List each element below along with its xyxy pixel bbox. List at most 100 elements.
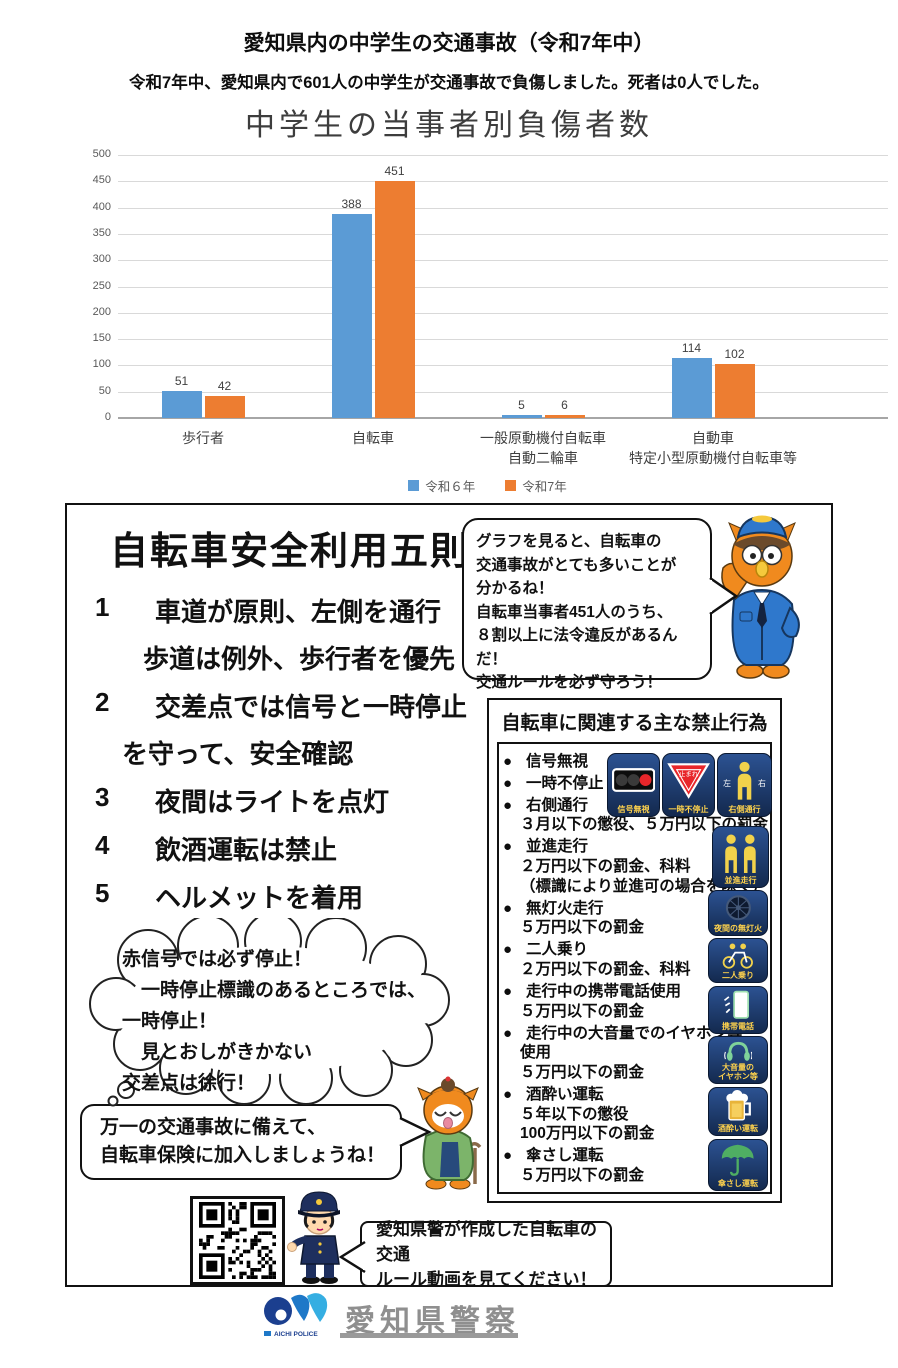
prohibited-line: 使用 bbox=[520, 1044, 552, 1062]
rule-number: 4 bbox=[95, 830, 110, 860]
rule-number: 1 bbox=[95, 592, 110, 622]
prohibited-acts-inner-box bbox=[497, 742, 772, 1194]
rule-text: 飲酒運転は禁止 bbox=[155, 835, 338, 865]
icon-tile-parallel: 並進走行 bbox=[712, 826, 769, 888]
speech-bubble-tail bbox=[396, 1116, 432, 1148]
two-riders-icon bbox=[709, 939, 767, 972]
bullet-dot: ● bbox=[503, 774, 513, 792]
y-axis-tick-label: 350 bbox=[92, 226, 111, 239]
bar-value-label: 51 bbox=[174, 374, 189, 389]
stop-triangle-icon: 止まれ bbox=[663, 754, 714, 806]
right-side-icon: 左右 bbox=[718, 754, 771, 806]
prohibited-line: ２万円以下の罰金、科料 bbox=[520, 960, 691, 978]
icon-tile-stop-triangle: 止まれ 一時不停止 bbox=[662, 753, 715, 817]
icon-tile-label: 二人乗り bbox=[722, 970, 754, 980]
legend-label: 令和６年 bbox=[425, 480, 476, 494]
prohibited-text: 一時不停止 bbox=[526, 774, 604, 792]
bullet-dot: ● bbox=[503, 1147, 513, 1165]
prohibited-line: ● 並進走行 bbox=[503, 837, 769, 857]
bullet-dot: ● bbox=[503, 983, 513, 1001]
bar-group: 51 42 bbox=[118, 155, 288, 418]
icon-tile-right-side: 左右右側通行 bbox=[717, 753, 772, 817]
bar-series2: 102 bbox=[714, 347, 755, 418]
qr-code bbox=[199, 1202, 276, 1279]
icon-tile-label: 夜間の無灯火 bbox=[714, 923, 762, 933]
bullet-dot: ● bbox=[503, 899, 513, 917]
legend-swatch bbox=[505, 480, 517, 491]
y-axis-tick-label: 100 bbox=[92, 358, 111, 371]
page-title: 愛知県内の中学生の交通事故（令和7年中） bbox=[243, 32, 655, 55]
category-label: 自転車 bbox=[352, 430, 394, 446]
umbrella-icon bbox=[709, 1140, 767, 1180]
bar-series1: 114 bbox=[671, 341, 712, 418]
legend-item: 令和６年 bbox=[408, 476, 475, 495]
bar-value-label: 114 bbox=[681, 341, 702, 356]
prohibited-text: 右側通行 bbox=[526, 796, 589, 814]
parallel-icon bbox=[713, 827, 768, 877]
rule-text: 夜間はライトを点灯 bbox=[155, 787, 390, 817]
svg-text:左: 左 bbox=[723, 779, 731, 789]
rule-text-cont: を守って、安全確認 bbox=[122, 739, 354, 769]
bar-value-label: 42 bbox=[217, 378, 232, 393]
bar-series1: 5 bbox=[501, 398, 542, 418]
icon-tile-label: 傘さし運転 bbox=[718, 1178, 758, 1188]
icon-tile-traffic-light: 信号無視 bbox=[607, 753, 660, 817]
rule-text: 車道が原則、左側を通行 bbox=[155, 597, 442, 627]
owl-speech-bubble: グラフを見ると、自転車の 交通事故がとても多いことが 分かるね！ 自転車当事者4… bbox=[462, 518, 712, 691]
traffic-light-icon bbox=[608, 754, 659, 806]
bar-value-label: 451 bbox=[384, 163, 405, 178]
chart-gridline bbox=[118, 417, 888, 419]
speech-bubble-tail bbox=[338, 1240, 367, 1274]
prohibited-line: ● 二人乗り bbox=[503, 940, 769, 960]
earphones-icon bbox=[709, 1037, 767, 1064]
icon-tile-label: 大音量の イヤホン等 bbox=[718, 1063, 758, 1081]
prohibited-line: ２万円以下の罰金、科料 bbox=[520, 857, 691, 875]
icon-tile-earphones: 大音量の イヤホン等 bbox=[708, 1036, 768, 1084]
icon-tile-label: 右側通行 bbox=[728, 804, 761, 814]
footer-brand-underline bbox=[340, 1333, 518, 1338]
prohibited-text: 並進走行 bbox=[526, 838, 589, 856]
chart-gridline bbox=[118, 207, 888, 209]
prohibited-line: ５万円以下の罰金 bbox=[520, 1063, 645, 1081]
rule-number: 2 bbox=[95, 687, 110, 717]
injury-bar-chart: 0 50 100 150 200 250 300 350 400 450 500 51 42 388 451… bbox=[85, 148, 890, 500]
prohibited-text: 無灯火走行 bbox=[526, 899, 604, 917]
y-axis-tick-label: 400 bbox=[92, 200, 111, 213]
prohibited-line: ● 一時不停止 bbox=[503, 774, 769, 794]
prohibited-line: ● 右側通行 bbox=[503, 796, 769, 816]
qr-code-box bbox=[190, 1196, 285, 1285]
chart-title: 中学生の当事者別負傷者数 bbox=[245, 109, 653, 142]
prohibited-line: ５万円以下の罰金 bbox=[520, 1166, 645, 1184]
phone-icon bbox=[709, 987, 767, 1023]
legend-label: 令和7年 bbox=[522, 480, 567, 494]
prohibited-line: ５年以下の懲役 bbox=[520, 1105, 629, 1123]
icon-tile-umbrella: 傘さし運転 bbox=[708, 1139, 768, 1191]
icon-tile-label: 一時不停止 bbox=[668, 804, 709, 814]
prohibited-line: ● 走行中の携帯電話使用 bbox=[503, 982, 769, 1002]
category-label: 歩行者 bbox=[182, 430, 224, 446]
icon-tile-label: 並進走行 bbox=[724, 875, 757, 885]
bullet-dot: ● bbox=[503, 838, 513, 856]
bullet-dot: ● bbox=[503, 1024, 513, 1042]
five-rules-heading: 自転車安全利用五則 bbox=[110, 531, 471, 573]
category-labels: 歩行者 自転車 一般原動機付自転車 自動二輪車 自動車 特定小型原動機付自転車等 bbox=[118, 428, 798, 468]
bar-groups: 51 42 388 451 5 6 114 102 bbox=[118, 155, 798, 418]
chart-gridline bbox=[118, 181, 888, 183]
rule-text: ヘルメットを着用 bbox=[155, 883, 364, 913]
chart-gridline bbox=[118, 339, 888, 341]
prohibited-text: 二人乗り bbox=[526, 941, 589, 959]
bar-value-label: 102 bbox=[724, 347, 745, 362]
y-axis-tick-label: 0 bbox=[104, 411, 111, 423]
rule-number: 5 bbox=[95, 878, 110, 908]
legend-item: 令和7年 bbox=[505, 476, 567, 495]
prohibited-text: 走行中の大音量でのイヤホン等 bbox=[526, 1024, 743, 1042]
prohibited-line: ３月以下の懲役、５万円以下の罰金 bbox=[520, 816, 769, 834]
y-axis-tick-label: 450 bbox=[92, 174, 111, 187]
y-axis-tick-label: 300 bbox=[92, 253, 111, 266]
icon-tile-label: 酒酔い運転 bbox=[718, 1123, 758, 1133]
prohibited-line: ● 信号無視 bbox=[503, 752, 769, 772]
category-label: 自動車 特定小型原動機付自転車等 bbox=[629, 430, 797, 466]
prohibited-text: 走行中の携帯電話使用 bbox=[526, 983, 682, 1001]
